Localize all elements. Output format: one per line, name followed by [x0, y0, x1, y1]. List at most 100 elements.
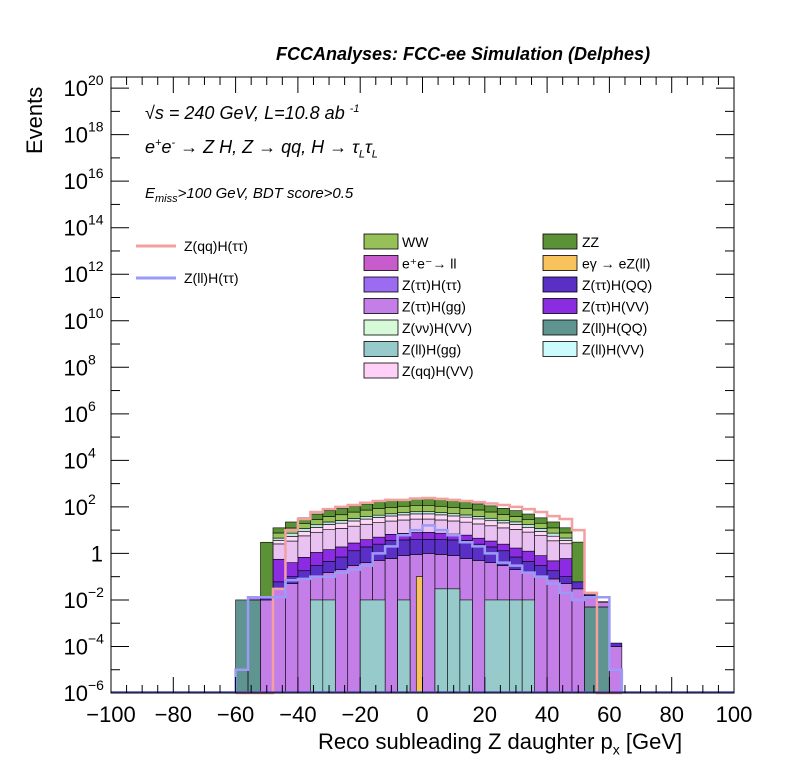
stack-bar-7-24: [534, 522, 548, 529]
overlay-bar-1-0: [415, 576, 423, 694]
y-tick-exponent: −2: [88, 584, 104, 600]
stack-bar-4-6: [310, 531, 324, 553]
stack-bar-5-23: [521, 526, 535, 533]
stack-bar-8-12: [384, 500, 398, 508]
stack-bar-8-7: [322, 510, 336, 517]
stack-bar-5-20: [484, 520, 498, 527]
stack-bar-7-7: [322, 516, 336, 523]
stack-bar-1-5: [297, 578, 311, 694]
stack-bar-7-22: [509, 516, 523, 523]
stack-bar-3-4: [285, 562, 299, 577]
stack-bar-2-16: [434, 539, 448, 555]
stack-bar-5-19: [472, 518, 486, 525]
stack-bar-1-12: [384, 558, 398, 694]
process-sub1: L: [358, 148, 366, 161]
stack-bar-4-24: [534, 535, 548, 556]
legend-box-label: e⁺e⁻→ ll: [402, 256, 456, 272]
process-tau2: τ: [365, 137, 372, 157]
stack-bar-7-17: [447, 507, 461, 515]
stack-bar-7-8: [334, 514, 349, 521]
stack-bar-5-17: [447, 515, 461, 522]
stack-bar-7-15: [422, 504, 436, 513]
legend: Z(qq)H(ττ) Z(ll)H(ττ) WW e⁺e⁻→ ll Z(ττ)H(ττ)…: [136, 233, 652, 379]
stack-bar-4-25: [546, 540, 560, 562]
stack-bar-3-5: [297, 557, 311, 572]
stack-bar-3-10: [359, 539, 373, 548]
process-e1: e: [145, 137, 156, 157]
overlay-bar-0-0: [310, 599, 324, 694]
signal-line-0: [235, 496, 622, 695]
stack-bar-2-17: [447, 539, 461, 556]
legend-box-label: Z(qq)H(VV): [402, 363, 474, 379]
stack-bar-0-29: [596, 606, 610, 694]
stack-bar-6-17: [447, 513, 461, 517]
stack-bar-7-26: [559, 532, 573, 539]
y-tick-label: 10: [64, 309, 88, 334]
stack-bar-7-11: [372, 508, 386, 516]
stack-bar-1-15: [422, 553, 436, 694]
stack-bar-5-4: [285, 536, 299, 542]
stack-bar-4-22: [509, 529, 523, 549]
stack-bar-8-26: [559, 527, 573, 534]
stack-bar-8-23: [521, 513, 535, 520]
stack-bar-4-12: [384, 520, 398, 535]
stack-bar-5-26: [559, 540, 573, 545]
stack-bar-1-4: [285, 583, 299, 694]
legend-box-swatch: [542, 276, 578, 293]
energy-text: s = 240 GeV, L=10.8 ab: [154, 103, 345, 123]
y-tick-label: 10: [64, 262, 88, 287]
stack-bar-4-5: [297, 535, 311, 558]
stack-bar-8-22: [509, 510, 523, 517]
stack-bar-8-6: [310, 513, 324, 520]
stack-bar-6-23: [521, 524, 535, 528]
legend-box-swatch: [542, 341, 578, 357]
y-tick-label: 10: [64, 76, 88, 101]
overlay-bar-0-13: [509, 599, 523, 694]
stack-bar-5-21: [496, 522, 511, 529]
stack-bar-6-19: [472, 516, 486, 520]
stack-bar-5-11: [372, 517, 386, 523]
x-tick-label: −60: [217, 702, 254, 727]
stack-bar-4-21: [496, 527, 511, 545]
stack-bar-1-8: [334, 569, 349, 694]
x-tick-label: −40: [279, 702, 316, 727]
x-axis-unit: [GeV]: [625, 729, 683, 754]
stack-bar-2-23: [521, 561, 535, 573]
y-tick-label: 10: [64, 588, 88, 613]
overlay-bar-0-3: [359, 599, 386, 694]
stack-bar-4-10: [359, 523, 373, 540]
sqrt-symbol: √: [145, 103, 155, 123]
legend-box-swatch: [363, 276, 399, 293]
stack-bar-8-20: [484, 505, 498, 513]
legend-box-swatch: [363, 298, 399, 314]
stack-bar-1-26: [559, 583, 573, 694]
legend-box-swatch: [363, 341, 399, 357]
stack-bar-3-24: [534, 555, 548, 566]
x-axis-ticks: −100 −80 −60 −40 −20 0 20 40 60 80 100: [86, 77, 752, 727]
y-tick-label: 10: [64, 448, 88, 473]
legend-box-label: Z(ll)H(VV): [582, 342, 644, 358]
stack-bar-7-25: [546, 527, 560, 534]
stack-bar-5-12: [384, 515, 398, 522]
stack-bar-5-9: [347, 520, 361, 527]
stack-bar-7-9: [347, 511, 361, 519]
stack-bar-3-14: [409, 532, 423, 540]
energy-annotation: √s = 240 GeV, L=10.8 ab -1: [145, 103, 360, 124]
stack-bar-3-8: [334, 546, 349, 558]
y-tick-exponent: 14: [88, 212, 104, 228]
process-annotation: e+e- → Z H, Z → qq, H → τLτL: [145, 137, 378, 161]
stack-bar-2-7: [322, 561, 336, 573]
stack-bar-4-20: [484, 525, 498, 542]
stack-bar-6-25: [546, 532, 560, 537]
stack-bar-3-19: [472, 537, 486, 545]
stack-bar-6-16: [434, 512, 448, 516]
cut-text: >100 GeV, BDT score>0.5: [177, 185, 354, 202]
stack-bar-8-10: [359, 503, 373, 511]
y-tick-label: 10: [64, 123, 88, 148]
process-chain: → Z H, Z → qq, H → τ: [175, 137, 359, 157]
stack-bar-3-25: [546, 560, 560, 572]
stack-bar-8-24: [534, 517, 548, 524]
x-axis-title: Reco subleading Z daughter px [GeV]: [318, 729, 682, 757]
stack-bar-8-27: [571, 541, 585, 583]
stack-bar-7-12: [384, 507, 398, 515]
